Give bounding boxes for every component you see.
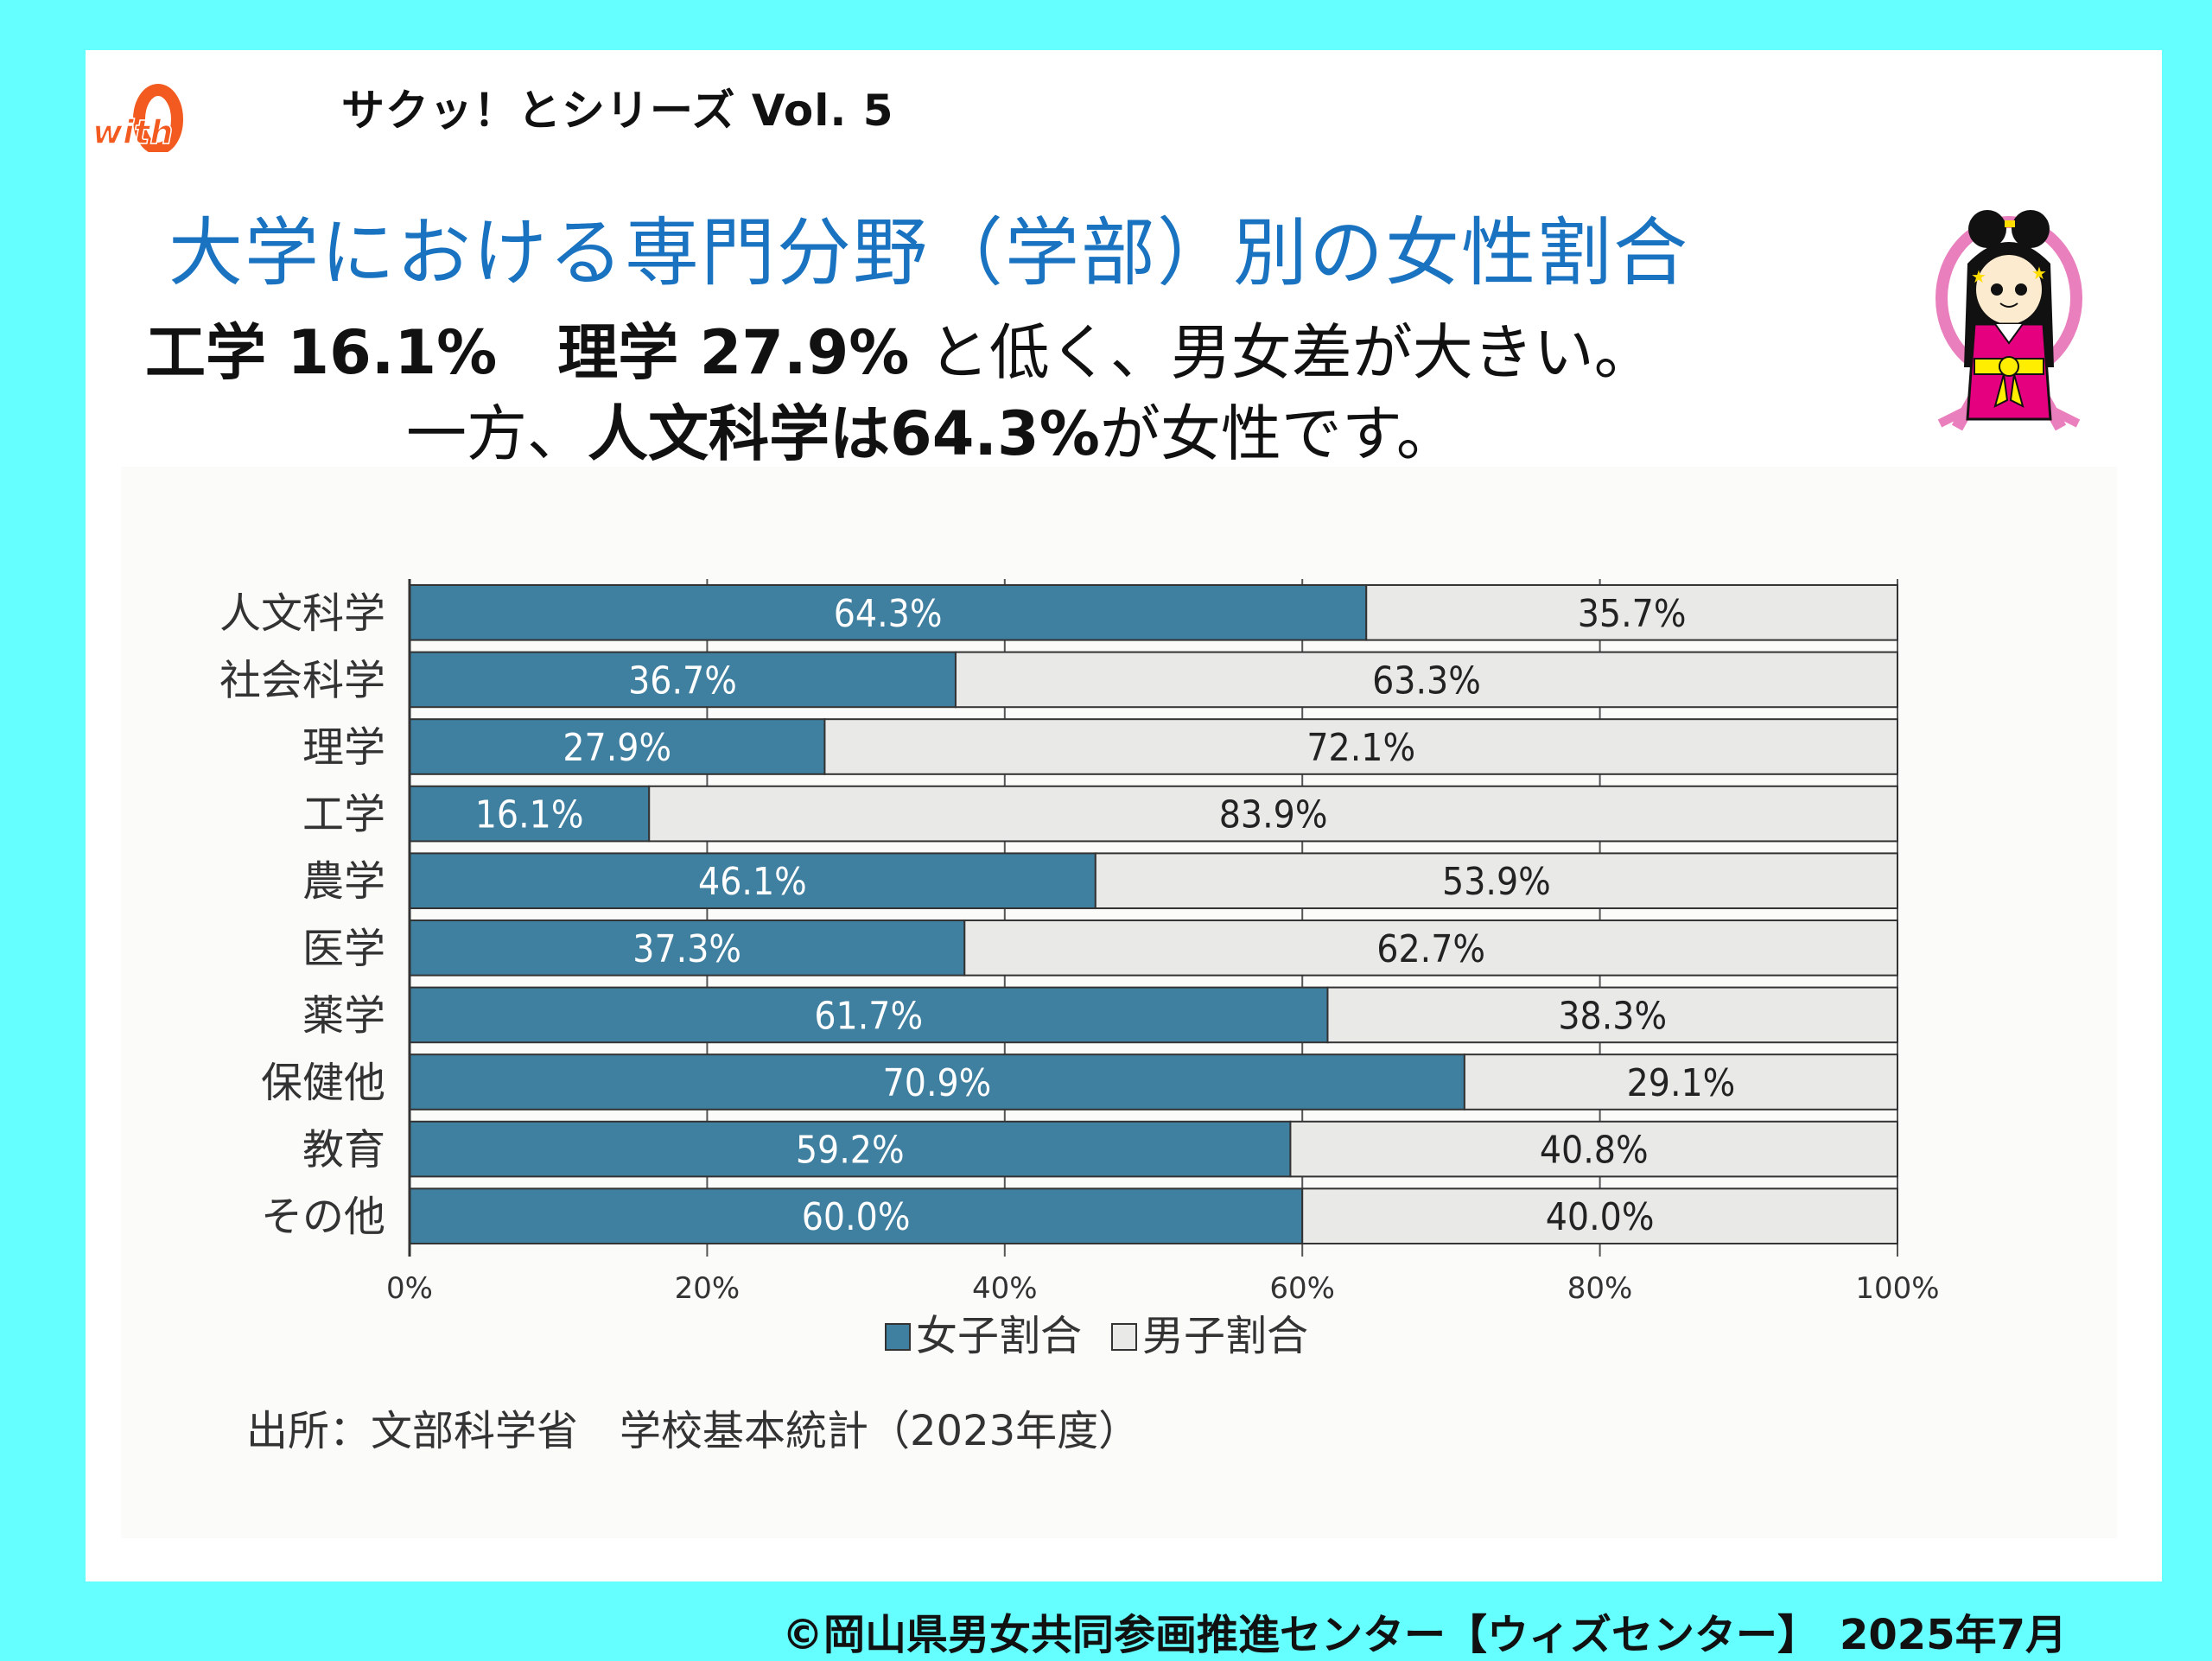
x-tick-label: 20% [675,1271,741,1306]
value-label-female: 36.7% [628,659,737,703]
bar-female [409,1120,1292,1178]
summary-segment: 一方、 [406,398,588,469]
with-logo: with [92,84,183,152]
bar-male [648,785,1899,843]
bar-male [1289,1120,1898,1178]
summary-line-2: 一方、人文科学は64.3%が女性です。 [406,385,1457,473]
value-label-male: 40.0% [1546,1195,1655,1239]
legend-label-female: 女子割合 [916,1312,1082,1360]
bar-female [409,852,1096,910]
value-label-male: 72.1% [1306,726,1415,770]
bar-male [954,651,1898,709]
source-note: 出所：文部科学省 学校基本統計（2023年度） [246,1407,1140,1455]
mascot-illustration: ★ ★ [1936,210,2082,431]
category-label: 薬学 [302,991,385,1040]
summary-segment: 理学 27.9% [557,317,910,388]
x-tick-label: 60% [1269,1271,1335,1306]
value-label-male: 38.3% [1558,994,1667,1038]
category-label: 農学 [302,857,385,906]
bar-male [1365,583,1898,641]
category-label: 理学 [302,723,385,772]
category-label: 教育 [302,1126,385,1174]
svg-text:★: ★ [1971,266,1986,287]
category-label: 医学 [302,925,385,973]
bar-female [409,1053,1465,1111]
category-label: 社会科学 [219,656,385,704]
x-tick-label: 40% [972,1271,1038,1306]
footer-credit: ©岡山県男女共同参画推進センター【ウィズセンター】 2025年7月 [782,1611,2067,1659]
series-label: サクッ！とシリーズ Vol. 5 [341,86,894,136]
summary-line-1: 工学 16.1% 理学 27.9% と低く、男女差が大きい。 [145,304,1655,391]
page-title: 大学における専門分野（学部）別の女性割合 [168,210,1689,296]
summary-segment: が女性です。 [1099,398,1457,469]
svg-text:★: ★ [2031,263,2047,283]
value-label-female: 60.0% [802,1195,911,1239]
value-label-female: 27.9% [563,726,671,770]
legend-swatch-female [885,1323,911,1351]
value-label-male: 62.7% [1376,927,1485,971]
value-label-male: 29.1% [1627,1061,1736,1105]
value-label-female: 16.1% [475,793,584,837]
bar-male [1094,852,1899,910]
x-tick-label: 80% [1567,1271,1633,1306]
bar-male [823,718,1898,775]
bar-male [963,919,1898,977]
value-label-male: 35.7% [1578,592,1687,636]
bar-female [409,919,966,977]
value-label-male: 63.3% [1372,659,1481,703]
summary-segment: と低く、男女差が大きい。 [909,317,1655,388]
bar-female [409,651,957,709]
summary-segment: 工学 16.1% [145,317,498,388]
svg-text:with: with [92,113,173,151]
value-label-male: 83.9% [1219,793,1328,837]
legend-label-male: 男子割合 [1142,1312,1308,1360]
x-tick-label: 0% [386,1271,433,1306]
bar-male [1301,1187,1898,1245]
bar-female [409,583,1368,641]
value-label-male: 53.9% [1442,860,1551,904]
category-label: その他 [261,1193,385,1241]
category-label: 保健他 [261,1059,385,1107]
bar-male [1463,1053,1898,1111]
value-label-male: 40.8% [1540,1129,1649,1173]
bar-male [1326,986,1898,1044]
value-label-female: 64.3% [834,592,943,636]
x-tick-label: 100% [1855,1271,1939,1306]
category-label: 工学 [302,791,385,839]
bar-female [409,785,651,843]
value-label-female: 70.9% [883,1061,992,1105]
value-label-female: 61.7% [814,994,923,1038]
category-label: 人文科学 [219,589,385,638]
value-label-female: 37.3% [632,927,741,971]
legend-swatch-male [1111,1323,1137,1351]
value-label-female: 59.2% [796,1129,905,1173]
value-label-female: 46.1% [698,860,807,904]
summary-segment: 人文科学は64.3% [588,398,1100,469]
